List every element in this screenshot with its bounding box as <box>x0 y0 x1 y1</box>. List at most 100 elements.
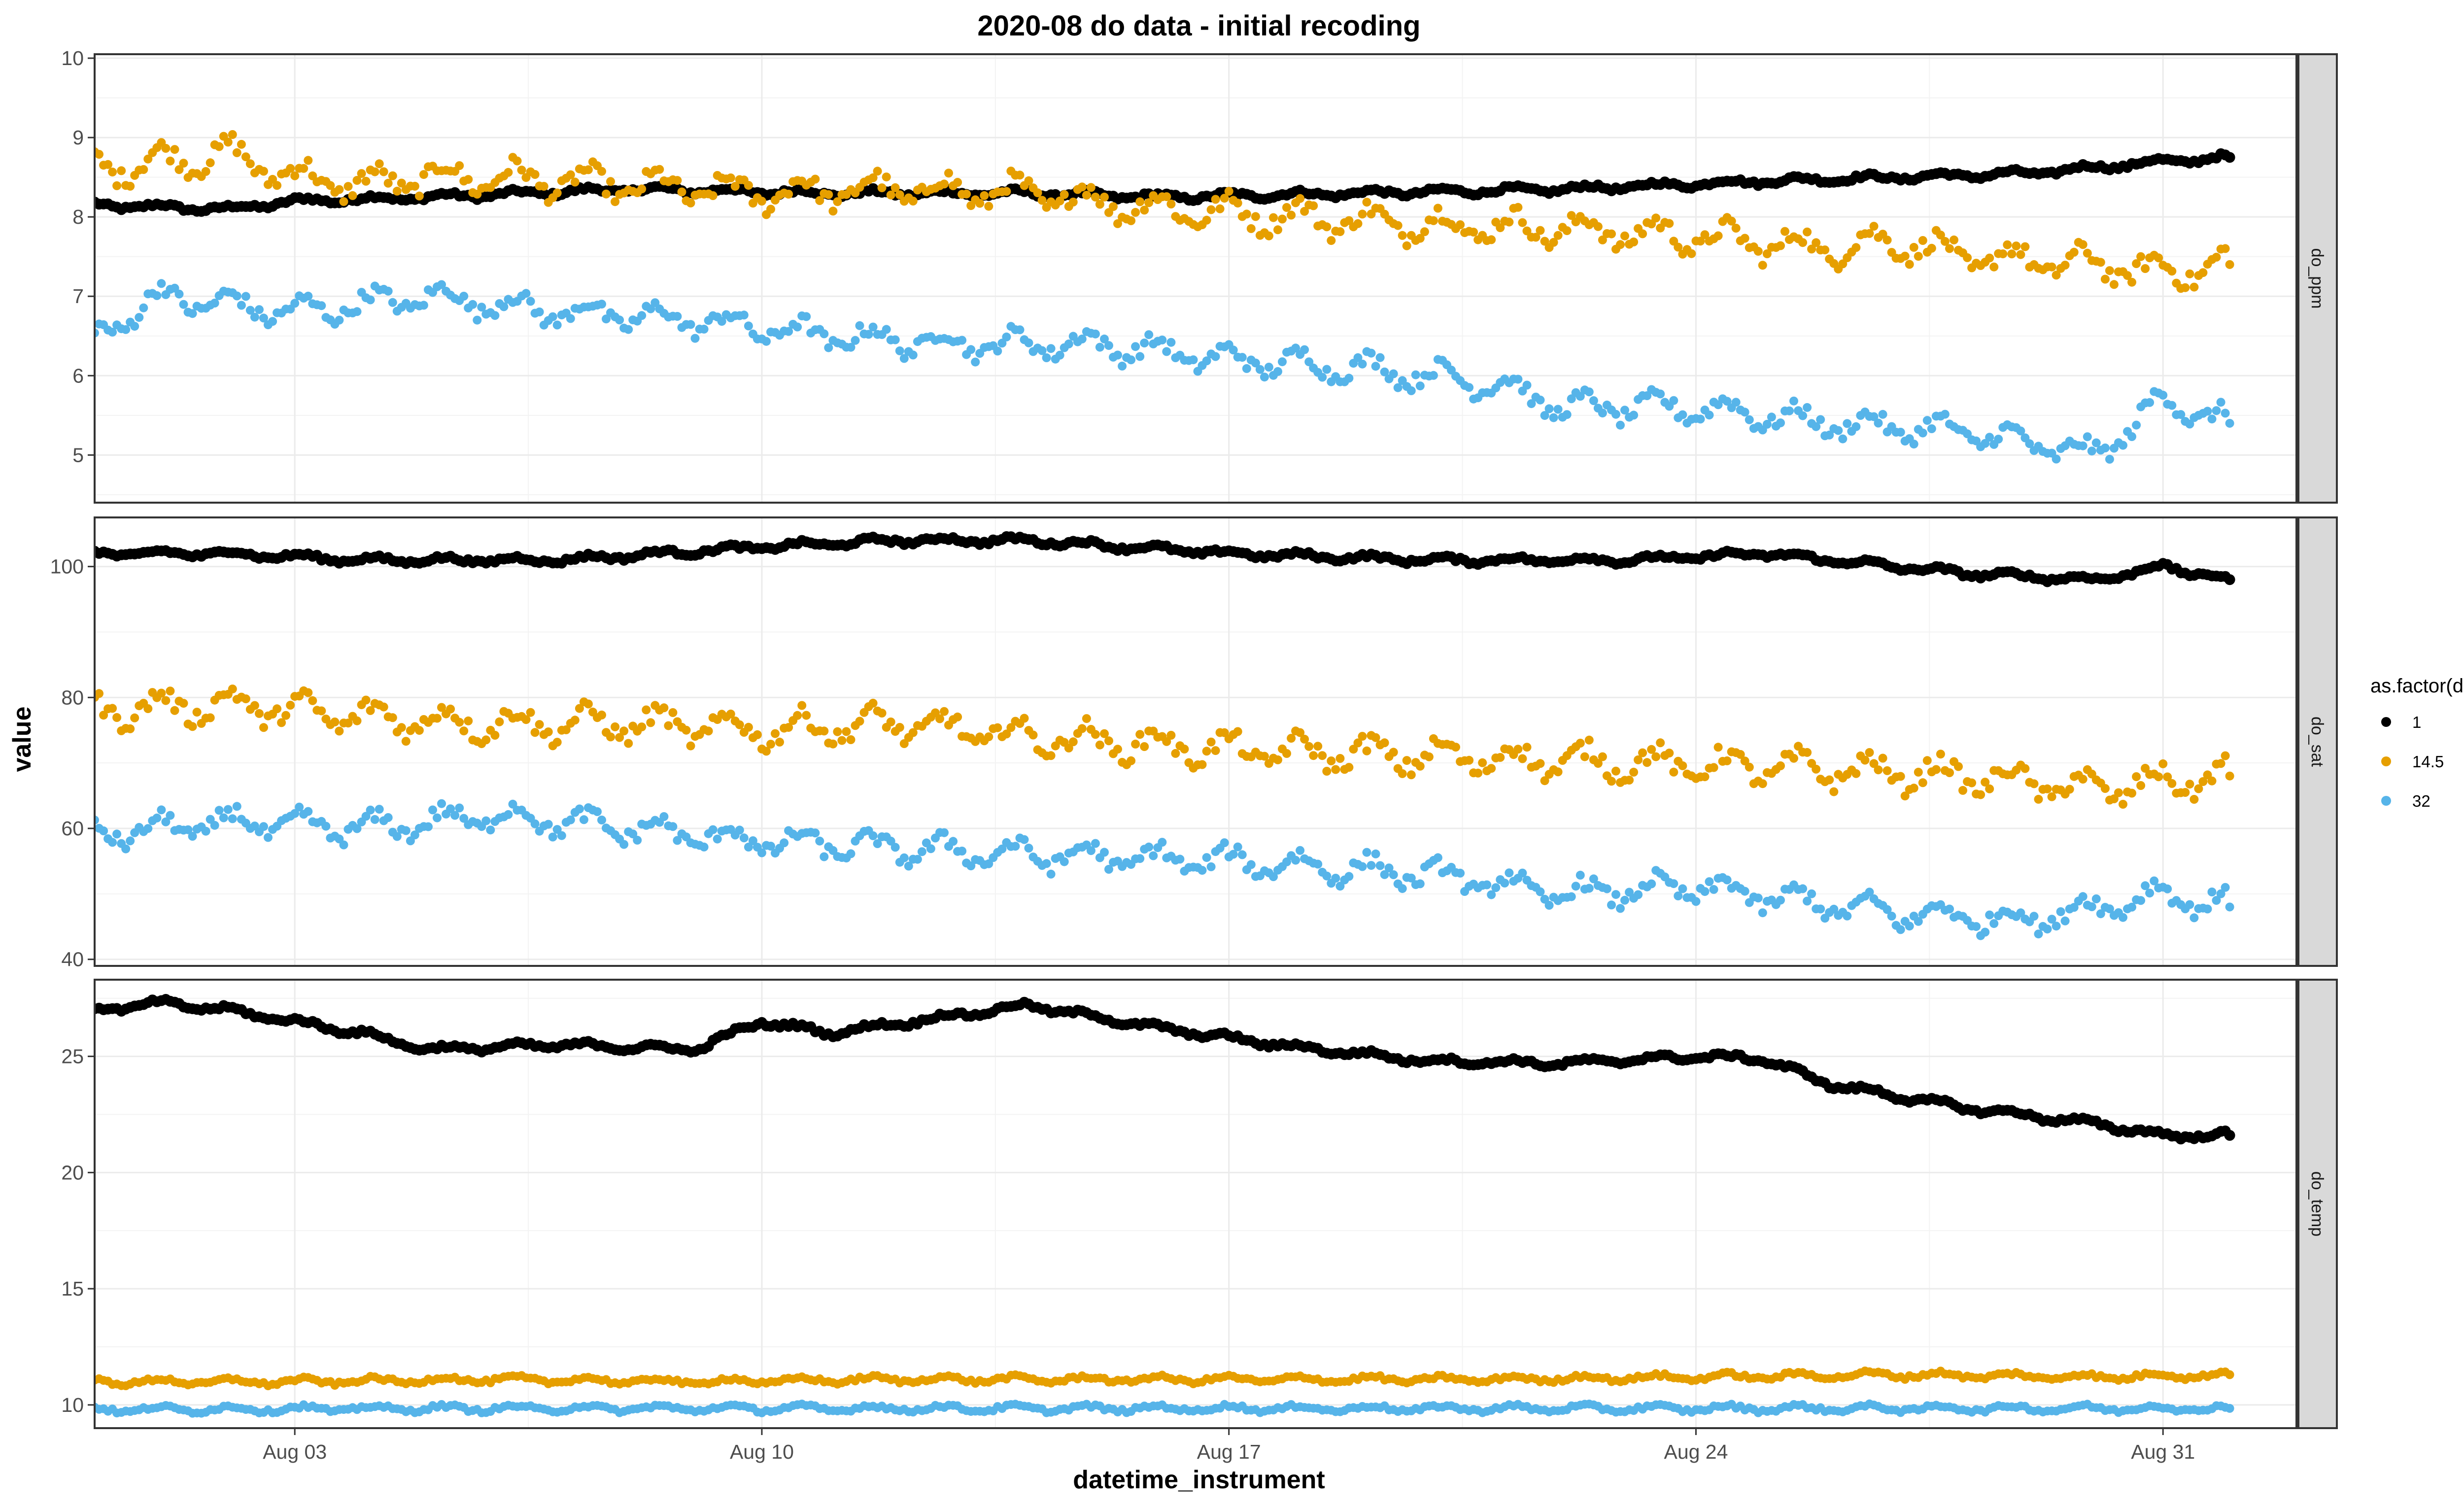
data-point <box>1985 253 1994 263</box>
data-point <box>121 844 131 854</box>
data-point <box>1740 756 1749 766</box>
data-point <box>615 315 624 325</box>
data-point <box>1095 342 1104 352</box>
data-point <box>1233 199 1242 208</box>
data-point <box>1989 919 1999 928</box>
data-point <box>1713 231 1723 240</box>
data-point <box>170 145 179 154</box>
data-point <box>304 156 313 165</box>
data-point <box>833 197 842 206</box>
data-point <box>1740 887 1749 896</box>
data-point <box>419 170 428 179</box>
data-point <box>597 300 606 309</box>
data-point <box>1278 214 1287 224</box>
data-point <box>1095 740 1104 750</box>
data-point <box>1055 196 1064 205</box>
data-point <box>1402 756 1411 765</box>
data-point <box>1767 412 1776 422</box>
data-point <box>228 685 237 694</box>
data-point <box>366 805 375 815</box>
data-point <box>1068 198 1078 206</box>
y-axis-title: value <box>8 707 36 772</box>
data-point <box>1571 882 1580 891</box>
data-point <box>1273 225 1282 235</box>
data-point <box>1309 751 1318 760</box>
y-tick-label: 9 <box>72 126 84 149</box>
data-point <box>744 842 753 852</box>
data-point <box>820 329 829 339</box>
legend-items: 1 14.5 32 <box>2381 713 2444 810</box>
legend-key <box>2381 756 2391 766</box>
data-point <box>1580 752 1589 761</box>
data-point <box>361 176 371 186</box>
data-point <box>864 330 873 339</box>
data-point <box>811 828 820 838</box>
data-point <box>637 184 647 194</box>
data-point <box>2096 258 2105 267</box>
y-tick-label: 15 <box>61 1277 84 1300</box>
data-point <box>1020 835 1029 844</box>
data-point <box>205 158 215 168</box>
data-point <box>1149 851 1158 860</box>
data-point <box>1198 760 1207 769</box>
data-point <box>2119 913 2127 922</box>
data-point <box>2185 780 2194 789</box>
data-point <box>366 295 375 305</box>
data-point <box>152 291 162 300</box>
data-point <box>535 308 544 316</box>
data-point <box>490 311 500 320</box>
data-point <box>673 176 682 185</box>
data-point <box>1998 249 2008 259</box>
legend-title: as.factor(depth) <box>2370 675 2464 697</box>
data-point <box>1785 406 1794 415</box>
y-tick-label: 25 <box>61 1045 84 1068</box>
data-point <box>611 722 620 731</box>
data-point <box>1028 730 1038 740</box>
data-point <box>1549 413 1558 422</box>
data-point <box>544 727 553 737</box>
data-point <box>2190 282 2199 292</box>
x-tick-label: Aug 10 <box>730 1440 794 1463</box>
data-point <box>828 739 838 749</box>
panel-background <box>95 517 2296 966</box>
data-point <box>1358 209 1367 219</box>
data-point <box>1869 412 1879 421</box>
data-point <box>730 182 740 191</box>
data-point <box>1812 764 1821 774</box>
y-tick-label: 20 <box>61 1161 84 1184</box>
legend-item-14.5: 14.5 <box>2381 753 2444 771</box>
data-point <box>606 732 615 742</box>
data-point <box>1593 759 1603 768</box>
data-point <box>2136 252 2146 261</box>
data-point <box>2221 244 2230 253</box>
data-point <box>2212 252 2221 262</box>
data-point <box>1625 776 1634 785</box>
data-point <box>908 197 918 205</box>
data-point <box>619 840 629 849</box>
data-point <box>1491 883 1501 892</box>
data-point <box>170 706 179 715</box>
data-point <box>1127 355 1136 365</box>
data-point <box>1851 422 1861 431</box>
data-point <box>295 802 304 812</box>
data-point <box>868 831 878 840</box>
data-point <box>1722 397 1732 406</box>
data-point <box>1518 218 1527 227</box>
data-point <box>686 198 695 207</box>
data-point <box>1727 216 1736 226</box>
data-point <box>1082 191 1091 200</box>
data-point <box>1584 387 1594 397</box>
data-point <box>1024 844 1033 853</box>
data-point <box>1536 226 1545 235</box>
data-point <box>2052 922 2061 931</box>
data-point <box>473 315 482 325</box>
data-point <box>1046 344 1056 353</box>
data-point <box>726 709 735 719</box>
data-point <box>2083 432 2092 442</box>
data-point <box>317 301 326 310</box>
data-point <box>245 306 255 315</box>
data-point <box>1620 895 1629 905</box>
data-point <box>459 292 469 301</box>
data-point <box>1189 355 1198 365</box>
data-point <box>1575 392 1585 401</box>
